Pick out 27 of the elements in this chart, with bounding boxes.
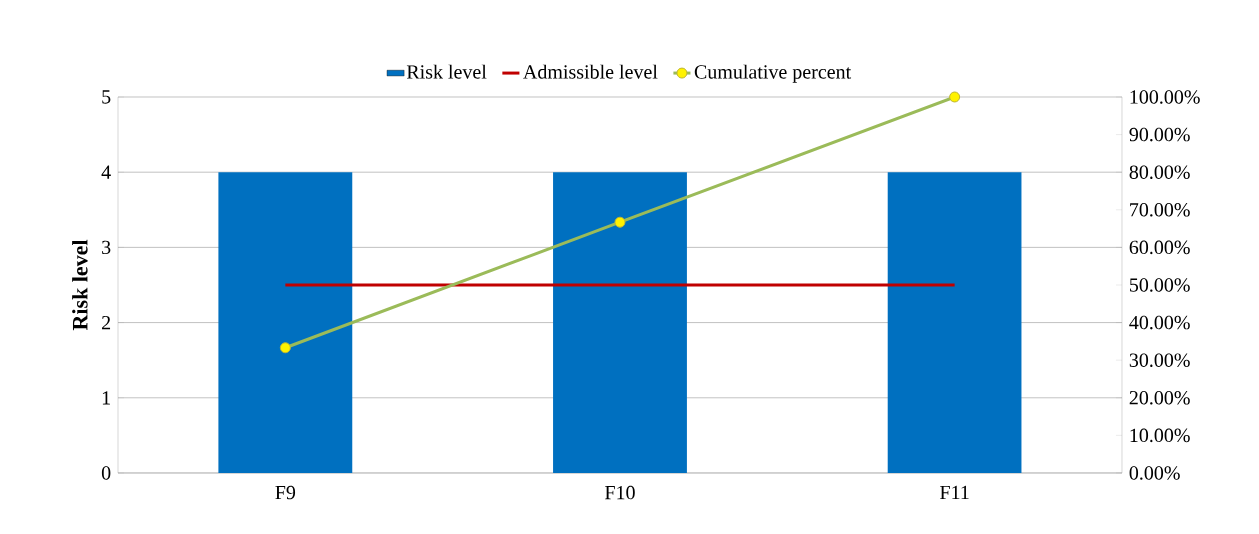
y-tick-label: 5 [102,90,111,104]
y-tick-label: 1 [102,391,110,405]
y2-tick-label: 50.00% [1130,278,1190,292]
y2-tick-label: 70.00% [1130,203,1190,217]
point [949,91,961,103]
y-tick-label: 2 [102,315,111,330]
y2-tick-label: 30.00% [1129,353,1190,367]
y-tick-label: 4 [101,165,111,179]
point [614,216,626,228]
legend-label: Risk level [406,64,487,79]
y2-tick-label: 80.00% [1129,165,1190,179]
y2-tick-label: 90.00% [1129,127,1190,142]
x-tick-label: F11 [940,485,969,500]
y-tick-label: 0 [101,466,111,480]
y2-tick-label: 40.00% [1129,315,1190,330]
legend-label: Admissible level [523,64,658,79]
y2-tick-label: 100.00% [1130,90,1200,104]
y2-tick-label: 20.00% [1129,390,1190,405]
x-tick-label: F10 [605,485,635,500]
y2-tick-label: 0.00% [1129,466,1180,480]
y2-tick-label: 10.00% [1130,428,1190,443]
x-tick-label: F9 [275,485,296,500]
y-axis-title: Risk level [72,239,88,331]
y-tick-label: 3 [102,240,111,255]
point [279,342,291,354]
legend-label: Cumulative percent [694,64,852,83]
y2-tick-label: 60.00% [1129,240,1190,255]
